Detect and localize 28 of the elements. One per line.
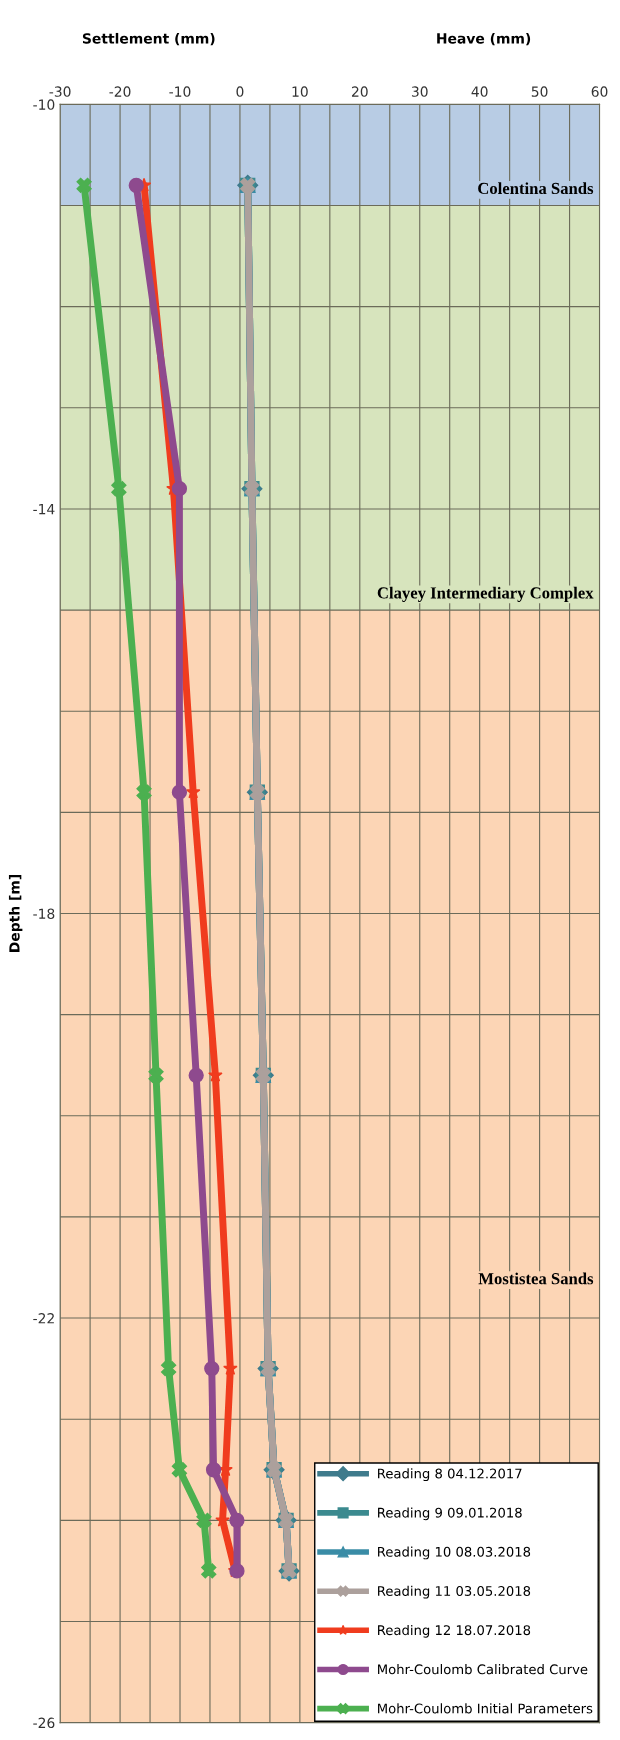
x-tick-label: 30 [411, 86, 428, 97]
y-tick-label: -10 [33, 99, 55, 110]
band-label: Mostistea Sands [478, 1272, 594, 1285]
legend-label: Reading 11 03.05.2018 [378, 1585, 531, 1599]
text: Heave (mm) [437, 32, 531, 46]
x-tick-label: 0 [236, 86, 244, 97]
y-tick-label: -14 [33, 504, 55, 515]
x-tick-label: 50 [531, 86, 548, 97]
band-label: Clayey Intermediary Complex [377, 586, 594, 602]
legend-label: Reading 10 08.03.2018 [378, 1546, 531, 1560]
x-tick-label: -10 [169, 86, 191, 97]
legend-label: Reading 9 09.01.2018 [378, 1507, 522, 1521]
x-tick-label: 60 [591, 86, 608, 97]
x-axis-title: Settlement (mm) [82, 32, 215, 46]
y-tick-label: -18 [33, 908, 55, 919]
x-tick-label: 40 [471, 86, 488, 97]
legend-label: Mohr-Coulomb Initial Parameters [378, 1703, 593, 1714]
legend-label: Mohr-Coulomb Calibrated Curve [378, 1664, 588, 1675]
y-axis-title: Depth [m] [8, 874, 23, 952]
band-label: Colentina Sands [478, 182, 594, 195]
x-tick-label: -20 [109, 86, 131, 97]
legend-label: Reading 8 04.12.2017 [378, 1468, 522, 1482]
y-tick-label: -26 [33, 1717, 55, 1729]
y-tick-label: -22 [33, 1313, 54, 1324]
x-tick-label: 10 [292, 86, 308, 97]
x-tick-label: 20 [351, 86, 368, 97]
legend-label: Reading 12 18.07.2018 [378, 1624, 531, 1638]
x-tick-label: -30 [49, 86, 71, 97]
